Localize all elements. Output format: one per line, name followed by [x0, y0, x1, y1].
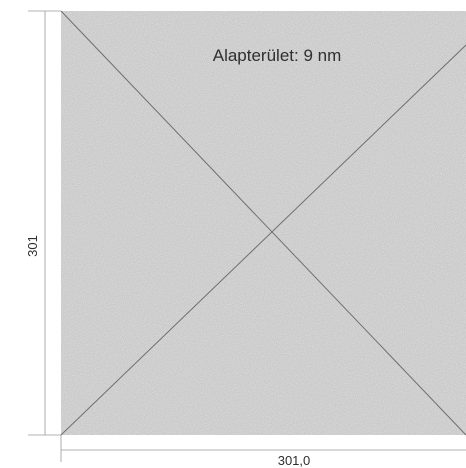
area-label: Alapterület: 9 nm	[213, 46, 342, 65]
diagonal-line-2	[60, 44, 466, 436]
height-dimension-label: 301	[25, 235, 40, 257]
width-dimension-label: 301,0	[278, 453, 311, 468]
diagonal-line-1	[60, 10, 466, 436]
